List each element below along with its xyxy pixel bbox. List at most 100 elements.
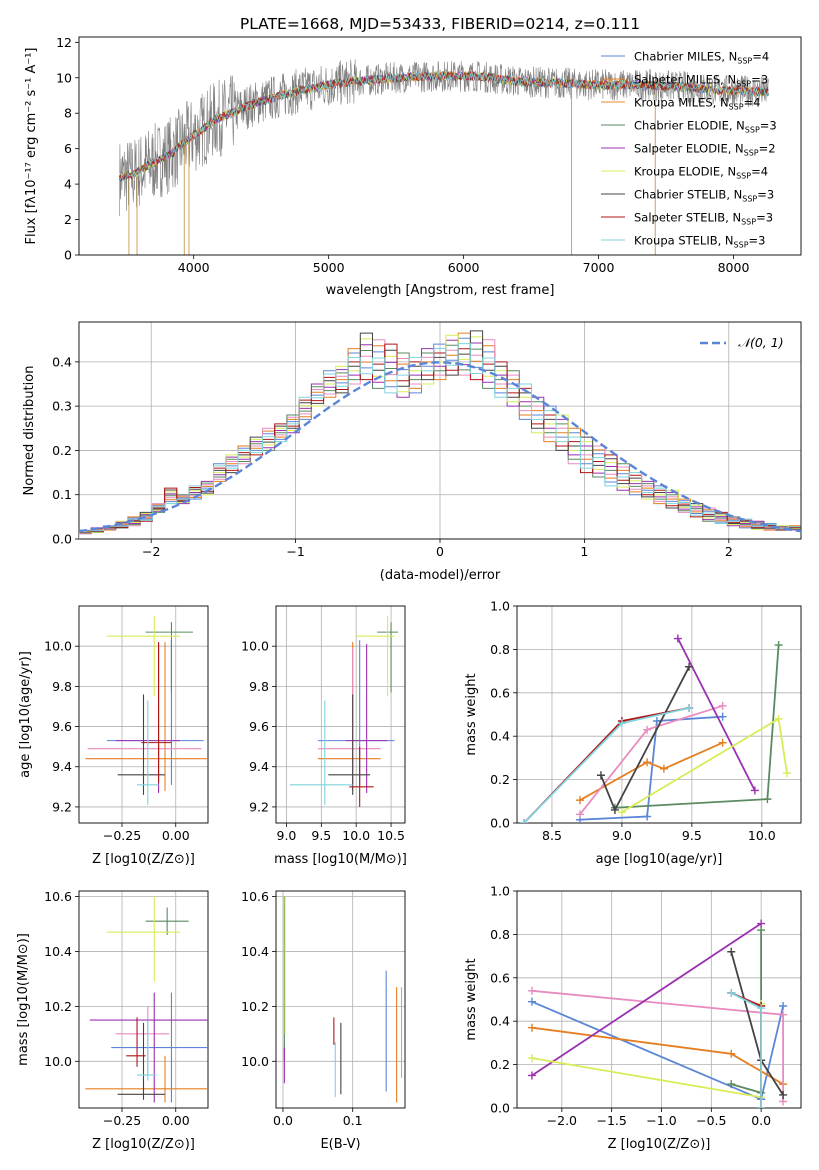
mass-weight-marker xyxy=(575,810,584,819)
mass-weight-marker xyxy=(519,819,528,823)
axes-frame xyxy=(78,605,209,824)
mass-weight-marker xyxy=(685,703,694,712)
x-tick-label: 0.00 xyxy=(162,1113,190,1128)
x-tick-label: 0.1 xyxy=(343,1113,363,1128)
plot-area xyxy=(527,919,788,1108)
mass-weight-marker xyxy=(718,738,727,747)
mass-weight-marker xyxy=(575,796,584,805)
y-axis-label: mass [log10(M/M⊙)] xyxy=(16,933,31,1066)
y-tick-label: 9.6 xyxy=(249,719,269,734)
y-tick-label: 9.8 xyxy=(249,679,269,694)
x-tick-label: 0 xyxy=(436,544,444,559)
mass-weight-marker xyxy=(527,1071,536,1080)
y-axis-label: Normed distribution xyxy=(22,366,37,496)
mass-weight-marker xyxy=(757,1104,766,1108)
plot-area xyxy=(85,616,208,805)
axes-frame xyxy=(516,605,802,824)
mass-weight-marker xyxy=(652,717,661,726)
mass-weight-marker xyxy=(779,1002,788,1011)
mass-weight-marker xyxy=(527,1054,536,1063)
mass-weight-marker xyxy=(673,634,682,643)
model-fit-line xyxy=(119,70,769,182)
mass-weight-marker xyxy=(727,1049,736,1058)
residuals-panel: −2 −1 0 1 2 0.0 0.1 0.2 0.3 0.4 (data-model)/error… xyxy=(22,321,802,583)
mass-vs-metallicity-panel: −0.25 0.00 10.0 10.2 10.4 10.6 Z [log10(Z/Z⊙)]… xyxy=(16,889,209,1152)
y-tick-label: 0.4 xyxy=(490,1014,510,1029)
legend-entry: 𝒩(0, 1) xyxy=(738,335,784,350)
mass-weight-marker xyxy=(774,641,783,650)
x-axis-label: age [log10(age/yr)] xyxy=(596,852,723,867)
mass-weight-marker xyxy=(718,712,727,721)
y-tick-label: 0.2 xyxy=(52,443,72,458)
y-tick-label: 2 xyxy=(64,212,72,227)
x-tick-label: 2 xyxy=(725,544,733,559)
x-tick-label: 0.00 xyxy=(162,828,190,843)
legend-entry: Chabrier ELODIE, NSSP=3 xyxy=(634,119,777,135)
y-tick-label: 10.6 xyxy=(241,889,269,904)
x-tick-label: −0.25 xyxy=(103,1113,141,1128)
axes-frame xyxy=(78,36,802,256)
y-tick-label: 9.2 xyxy=(52,799,72,814)
y-tick-label: 0.6 xyxy=(490,970,510,985)
legend-entry: Chabrier MILES, NSSP=4 xyxy=(634,50,769,66)
x-tick-label: −2 xyxy=(142,544,160,559)
x-tick-label: −1.5 xyxy=(596,1113,626,1128)
mass-weight-marker xyxy=(685,662,694,671)
x-tick-label: 6000 xyxy=(448,260,480,275)
mass-weight-marker xyxy=(727,947,736,956)
y-tick-label: 10.0 xyxy=(44,639,72,654)
mass-vs-extinction-panel: 0.0 0.1 10.0 10.2 10.4 10.6 E(B-V) xyxy=(241,889,406,1152)
x-tick-label: −2.0 xyxy=(547,1113,577,1128)
y-tick-label: 0.2 xyxy=(490,772,510,787)
legend-entry: Salpeter MILES, NSSP=3 xyxy=(634,73,768,89)
y-tick-label: 10.6 xyxy=(44,889,72,904)
mass-weight-line xyxy=(730,951,784,1096)
gaussian-curve xyxy=(79,361,801,533)
x-tick-label: 9.0 xyxy=(277,828,297,843)
y-tick-label: 0.1 xyxy=(52,487,72,502)
y-axis-label: age [log10(age/yr)] xyxy=(18,651,33,778)
mass-weight-marker xyxy=(718,701,727,710)
mass-weight-marker xyxy=(617,719,626,728)
x-axis-label: Z [log10(Z/Z⊙)] xyxy=(92,852,195,867)
axes-frame xyxy=(516,890,802,1109)
mass-weight-marker xyxy=(779,1090,788,1099)
mass-weight-marker xyxy=(750,786,759,795)
y-tick-label: 0.3 xyxy=(52,399,72,414)
x-tick-label: 1 xyxy=(580,544,588,559)
mass-weight-marker xyxy=(783,769,792,778)
mass-weight-marker xyxy=(727,988,736,997)
y-tick-label: 0.2 xyxy=(490,1057,510,1072)
x-tick-label: 7000 xyxy=(583,260,615,275)
y-axis-label: mass weight xyxy=(464,958,479,1040)
x-tick-label: 10.0 xyxy=(342,828,370,843)
x-tick-label: 8000 xyxy=(718,260,750,275)
y-tick-label: 0.0 xyxy=(490,816,510,831)
y-tick-label: 10.0 xyxy=(241,639,269,654)
mass-weight-marker xyxy=(610,805,619,814)
x-tick-label: −1 xyxy=(286,544,304,559)
y-tick-label: 0.4 xyxy=(490,729,510,744)
y-tick-label: 0.8 xyxy=(490,927,510,942)
y-tick-label: 12 xyxy=(56,35,72,50)
y-axis-label: mass weight xyxy=(464,673,479,755)
figure-title: PLATE=1668, MJD=53433, FIBERID=0214, z=0… xyxy=(240,15,640,33)
mass-weight-marker xyxy=(527,1023,536,1032)
y-tick-label: 0.0 xyxy=(490,1101,510,1116)
x-tick-label: 9.5 xyxy=(682,828,702,843)
mass-weight-marker xyxy=(757,1004,766,1013)
x-tick-label: −0.25 xyxy=(103,828,141,843)
y-tick-label: 9.4 xyxy=(249,759,269,774)
mass-weight-line xyxy=(579,715,723,821)
mass-weight-marker xyxy=(527,986,536,995)
y-tick-label: 0.4 xyxy=(52,354,72,369)
y-tick-label: 4 xyxy=(64,177,72,192)
y-tick-label: 0.8 xyxy=(490,642,510,657)
y-tick-label: 0.0 xyxy=(52,532,72,547)
mass-weight-marker xyxy=(763,795,772,804)
mass-weight-line xyxy=(531,922,762,1077)
legend-entry: Salpeter ELODIE, NSSP=2 xyxy=(634,142,776,158)
mass-weight-line xyxy=(600,666,690,813)
x-axis-label: wavelength [Angstrom, rest frame] xyxy=(326,283,555,298)
